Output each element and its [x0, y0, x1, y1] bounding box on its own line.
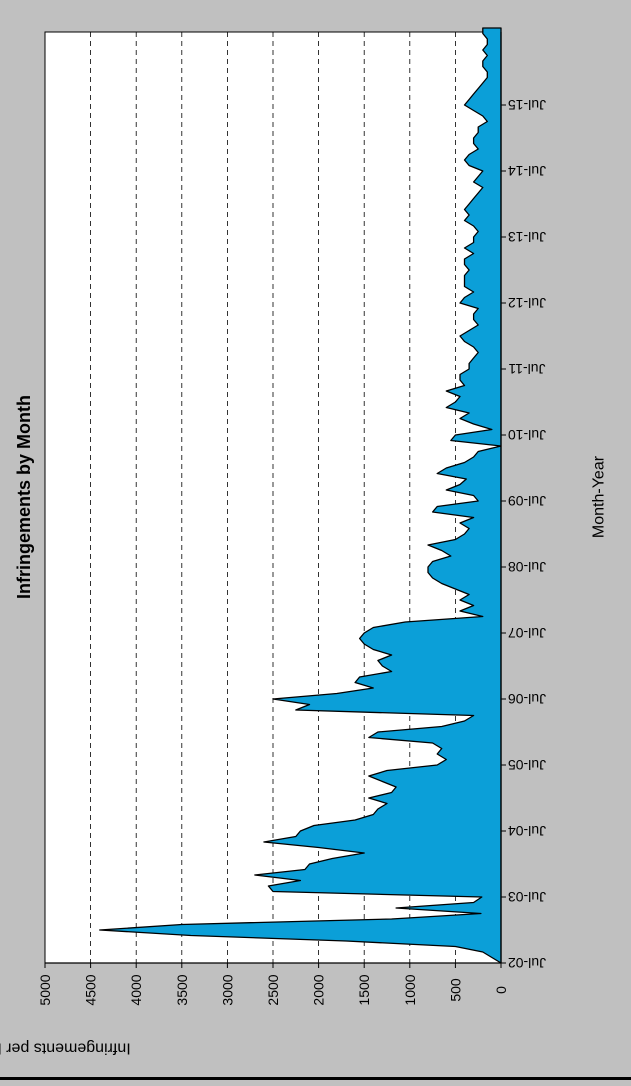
x-tick-label: Jul-02 [508, 955, 546, 971]
x-tick-label: Jul-08 [508, 559, 546, 575]
y-tick-label: 4000 [128, 974, 144, 1005]
x-tick-label: Jul-05 [508, 757, 546, 773]
x-tick-label: Jul-12 [508, 295, 546, 311]
x-tick-label: Jul-11 [508, 361, 545, 377]
x-tick-label: Jul-04 [508, 823, 546, 839]
bottom-border [0, 1077, 631, 1080]
y-tick-label: 3000 [219, 974, 235, 1005]
y-tick-label: 500 [447, 978, 463, 1002]
y-tick-label: 2000 [311, 974, 327, 1005]
x-tick-label: Jul-13 [508, 229, 546, 245]
chart-title: Infringements by Month [14, 395, 34, 599]
x-tick-label: Jul-03 [508, 889, 546, 905]
y-tick-label: 0 [493, 986, 509, 994]
y-tick-label: 3500 [174, 974, 190, 1005]
x-tick-label: Jul-10 [508, 427, 546, 443]
y-tick-label: 1000 [402, 974, 418, 1005]
x-tick-label: Jul-09 [508, 493, 546, 509]
y-tick-label: 4500 [83, 974, 99, 1005]
y-axis-label: Infringements per Month [0, 1040, 131, 1057]
x-tick-label: Jul-06 [508, 691, 546, 707]
y-tick-label: 5000 [37, 974, 53, 1005]
y-tick-label: 1500 [356, 974, 372, 1005]
x-axis-label: Month-Year [591, 455, 608, 538]
x-tick-label: Jul-15 [508, 97, 546, 113]
y-ticks: 0 500 1000 1500 2000 2500 3000 3500 4000 4500 5000 [37, 963, 509, 1006]
area-series [99, 27, 502, 964]
area-fill [99, 27, 502, 964]
x-ticks: Jul-02 Jul-03 Jul-04 Jul-05 Jul-06 Jul-07 Jul-… [501, 97, 546, 971]
x-tick-label: Jul-07 [508, 625, 546, 641]
x-tick-label: Jul-14 [508, 163, 546, 179]
y-tick-label: 2500 [265, 974, 281, 1005]
